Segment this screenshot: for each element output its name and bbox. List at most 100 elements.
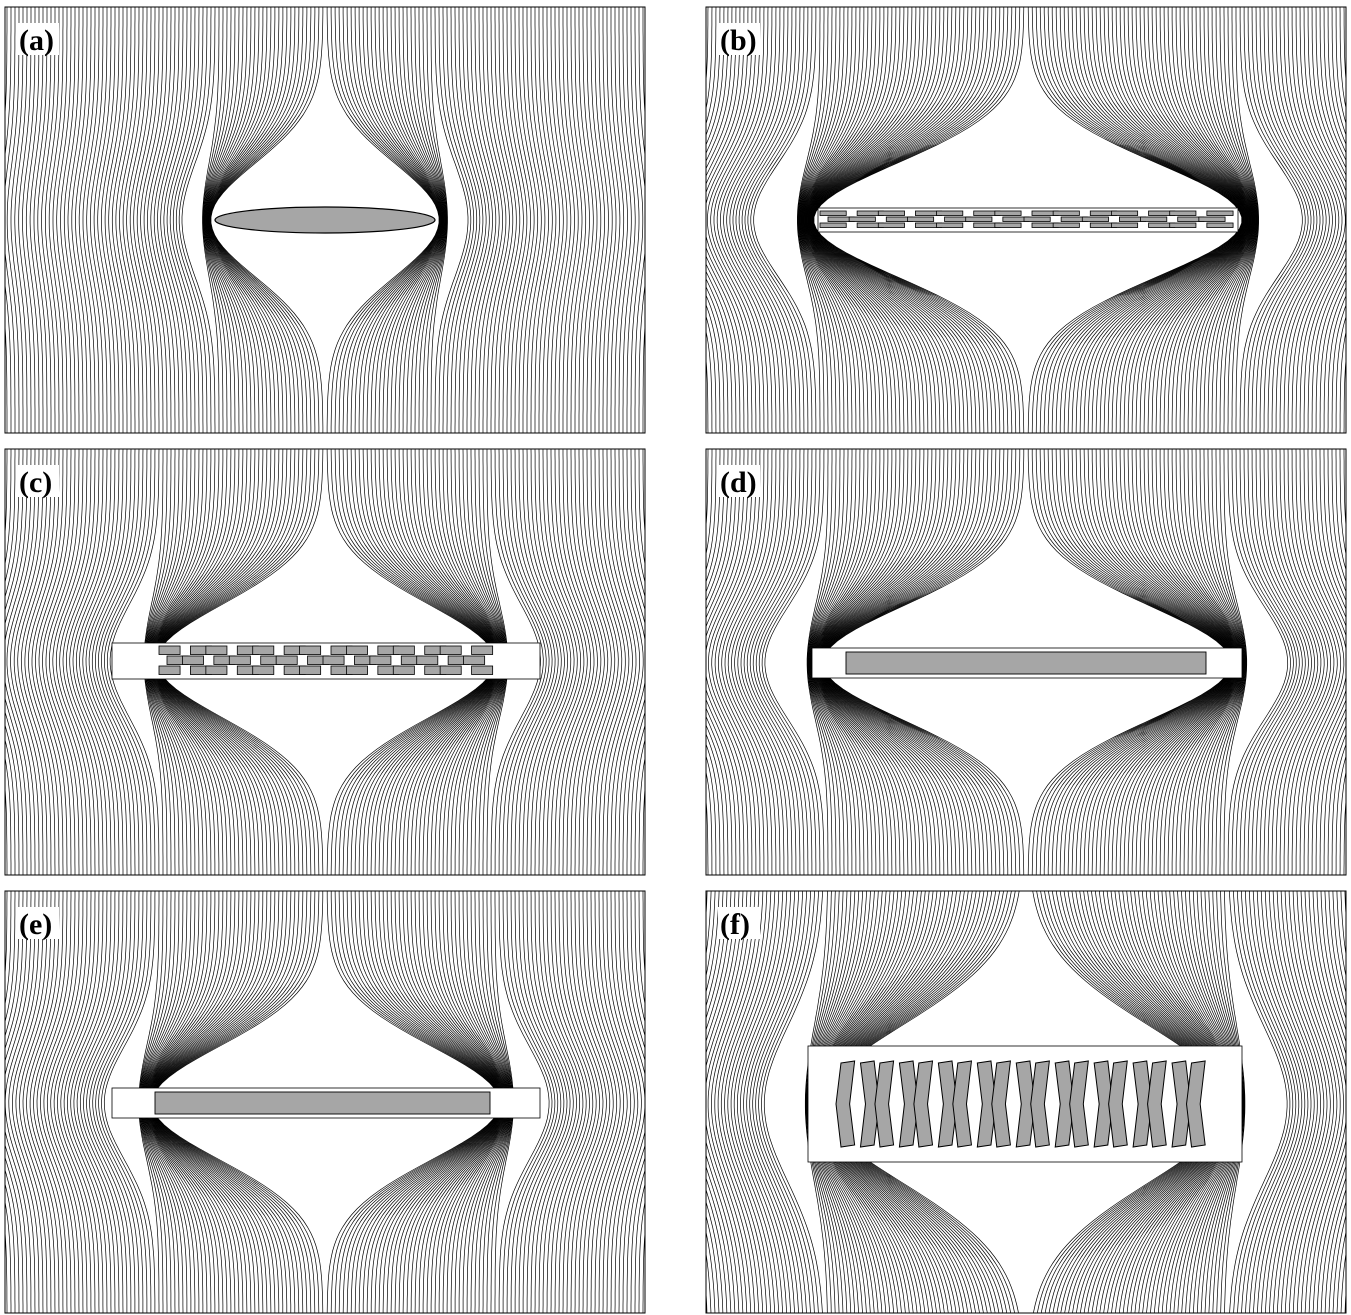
field-line — [103, 891, 156, 1313]
inclusion-bar — [392, 645, 415, 655]
inclusion-bar — [1206, 222, 1234, 228]
field-line — [594, 891, 628, 1313]
field-line — [1331, 7, 1346, 433]
field-line — [749, 891, 804, 1313]
field-line — [434, 7, 469, 433]
inclusion-bar — [182, 655, 204, 665]
field-line — [45, 7, 60, 433]
field-line — [706, 7, 741, 433]
field-line — [202, 7, 220, 433]
field-line — [522, 449, 565, 875]
field-line — [630, 7, 644, 433]
field-line — [706, 891, 748, 1313]
field-line — [534, 7, 553, 433]
inclusion-bar — [1052, 210, 1080, 216]
field-line — [5, 7, 16, 433]
field-line — [1143, 7, 1252, 433]
field-line — [743, 449, 797, 875]
field-line — [530, 891, 574, 1313]
field-line — [1251, 7, 1312, 433]
field-line — [706, 7, 721, 433]
field-line — [5, 449, 24, 875]
field-line — [514, 891, 562, 1313]
field-line — [5, 891, 20, 1313]
panel-border — [705, 448, 1347, 876]
field-line — [706, 891, 724, 1313]
field-line — [706, 7, 733, 433]
field-line — [1229, 891, 1288, 1313]
field-line — [538, 7, 557, 433]
field-line — [526, 7, 546, 433]
panel-label: (c) — [19, 466, 52, 499]
inclusion-bar — [205, 645, 228, 655]
field-line — [810, 7, 989, 433]
field-line — [60, 891, 100, 1313]
field-line — [630, 449, 645, 875]
field-line — [1243, 7, 1306, 433]
label-bg — [718, 465, 760, 497]
field-line — [614, 891, 645, 1313]
field-line — [69, 449, 108, 875]
inclusion-bar — [1206, 210, 1234, 216]
field-line — [48, 7, 64, 433]
field-line — [707, 7, 757, 433]
field-line — [622, 891, 645, 1313]
inclusion-bar — [252, 665, 275, 675]
inclusion-bar — [877, 222, 905, 228]
inclusion-bar — [439, 645, 462, 655]
field-line — [578, 7, 594, 433]
field-line — [62, 449, 100, 875]
field-line — [558, 7, 575, 433]
field-line — [1307, 449, 1346, 875]
field-line — [104, 449, 152, 875]
field-line — [89, 891, 136, 1313]
field-line — [711, 449, 757, 875]
field-line — [346, 7, 441, 433]
field-line — [6, 7, 20, 433]
field-line — [805, 7, 925, 433]
field-line — [642, 449, 645, 875]
field-line — [746, 449, 801, 875]
inclusion-bar — [994, 222, 1022, 228]
inclusion-plate — [1093, 1060, 1114, 1148]
field-line — [743, 891, 796, 1313]
inclusion-bar — [463, 655, 486, 665]
field-line — [626, 7, 640, 433]
field-line — [706, 891, 732, 1313]
field-line — [558, 891, 597, 1313]
inclusion-band — [154, 1091, 491, 1115]
field-line — [1335, 449, 1346, 875]
field-line — [5, 891, 28, 1313]
field-line — [1288, 891, 1334, 1313]
field-line — [606, 7, 621, 433]
field-line — [6, 449, 36, 875]
field-line — [727, 891, 776, 1313]
inclusion-plate — [1147, 1060, 1167, 1148]
field-line — [90, 7, 108, 433]
field-line — [38, 449, 72, 875]
inclusion-bar — [228, 655, 251, 665]
field-line — [586, 449, 619, 875]
field-line — [60, 7, 76, 433]
field-line — [1207, 7, 1257, 433]
field-line — [1231, 449, 1291, 875]
field-line — [502, 891, 553, 1313]
inclusion-bar — [1140, 216, 1168, 222]
field-line — [204, 7, 252, 433]
field-line — [755, 449, 813, 875]
panel — [5, 449, 645, 875]
field-line — [594, 7, 609, 433]
field-line — [618, 7, 632, 433]
field-line — [622, 449, 645, 875]
panel-border — [705, 6, 1347, 434]
field-line — [143, 7, 168, 433]
inclusion-plate — [1171, 1060, 1192, 1148]
field-line — [454, 7, 484, 433]
inclusion-plate — [1132, 1060, 1153, 1148]
field-line — [86, 891, 132, 1313]
field-line — [1191, 7, 1256, 433]
field-line — [642, 891, 645, 1313]
field-line — [46, 891, 84, 1313]
field-line — [474, 7, 500, 433]
panel-border — [4, 890, 646, 1314]
